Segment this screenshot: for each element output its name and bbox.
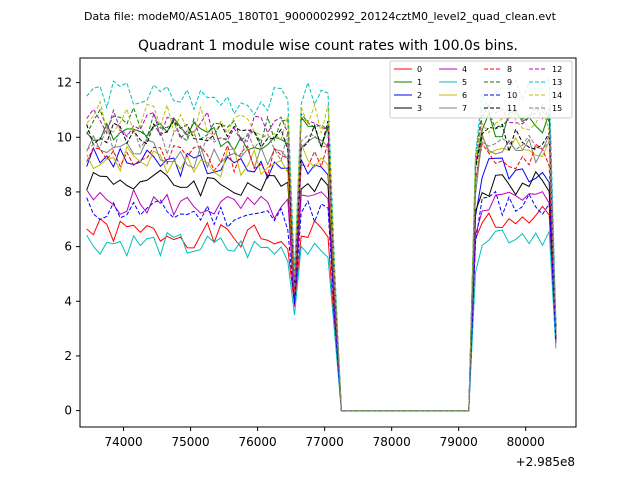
legend-label-8: 8 — [507, 65, 512, 74]
y-tick-label-12: 12 — [57, 76, 72, 90]
legend-label-10: 10 — [507, 91, 517, 100]
y-tick-label-8: 8 — [64, 185, 72, 199]
x-tick-label-74000: 74000 — [104, 435, 142, 449]
y-tick-label-2: 2 — [64, 349, 72, 363]
legend-label-0: 0 — [417, 65, 422, 74]
series-line-15 — [86, 122, 557, 412]
legend-label-13: 13 — [552, 78, 562, 87]
x-tick-label-75000: 75000 — [172, 435, 210, 449]
legend-label-3: 3 — [417, 104, 422, 113]
x-axis-offset-label: +2.985e8 — [516, 455, 575, 469]
legend-label-14: 14 — [552, 91, 562, 100]
x-tick-label-78000: 78000 — [373, 435, 411, 449]
x-tick-label-76000: 76000 — [239, 435, 277, 449]
x-tick-label-77000: 77000 — [306, 435, 344, 449]
y-tick-label-10: 10 — [57, 130, 72, 144]
legend-label-1: 1 — [417, 78, 422, 87]
legend-label-9: 9 — [507, 78, 512, 87]
x-tick-label-80000: 80000 — [507, 435, 545, 449]
series-line-7 — [86, 134, 557, 412]
y-tick-label-4: 4 — [64, 294, 72, 308]
x-tick-label-79000: 79000 — [440, 435, 478, 449]
legend-label-2: 2 — [417, 91, 422, 100]
legend-label-12: 12 — [552, 65, 562, 74]
series-line-3 — [86, 169, 557, 412]
series-line-8 — [86, 141, 557, 412]
legend-label-7: 7 — [462, 104, 467, 113]
y-tick-label-0: 0 — [64, 404, 72, 418]
series-line-11 — [86, 119, 557, 412]
y-tick-label-6: 6 — [64, 240, 72, 254]
legend-label-4: 4 — [462, 65, 467, 74]
axes-frame — [79, 57, 577, 428]
series-line-0 — [86, 205, 557, 412]
series-line-10 — [86, 190, 557, 412]
plot-area — [86, 76, 557, 412]
chart-title: Quadrant 1 module wise count rates with … — [138, 38, 518, 54]
series-line-9 — [86, 103, 557, 412]
figure-suptitle: Data file: modeM0/AS1A05_180T01_90000029… — [84, 10, 557, 23]
legend-box — [389, 60, 573, 119]
series-line-4 — [86, 188, 557, 412]
series-line-12 — [86, 104, 557, 412]
legend-label-15: 15 — [552, 104, 562, 113]
legend-label-6: 6 — [462, 91, 467, 100]
legend-label-11: 11 — [507, 104, 517, 113]
legend-label-5: 5 — [462, 78, 467, 87]
series-line-13 — [86, 76, 557, 412]
series-line-14 — [86, 100, 557, 412]
series-line-5 — [86, 229, 557, 412]
series-layer — [86, 76, 557, 412]
axes-layer: 74000 75000 76000 77000 78000 79000 80000 0 2 4 6 8… — [57, 57, 577, 449]
series-line-1 — [86, 110, 557, 412]
